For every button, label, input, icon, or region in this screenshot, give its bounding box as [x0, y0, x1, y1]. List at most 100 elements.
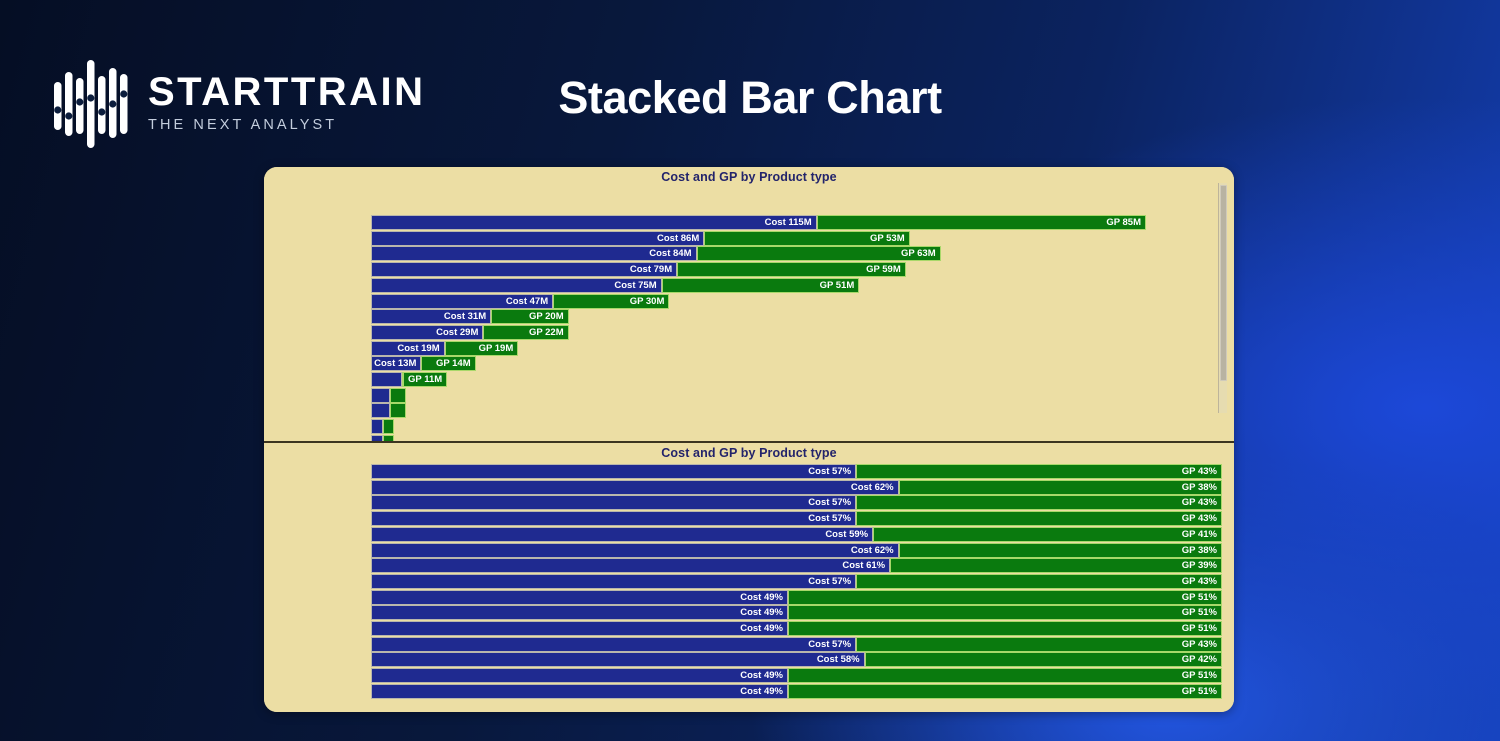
bar-stack[interactable]: Cost 62% GP 38%: [371, 479, 1222, 495]
bar-segment-cost[interactable]: Cost 59%: [371, 526, 874, 542]
bar-segment-gp[interactable]: GP 43%: [856, 636, 1222, 652]
bar-segment-gp[interactable]: GP 39%: [890, 558, 1222, 574]
bar-segment-gp[interactable]: GP 59M: [677, 262, 906, 278]
bar-stack[interactable]: Cost 49% GP 51%: [371, 668, 1222, 684]
chart-bar-row[interactable]: LaptopCost 57%GP 43%: [264, 511, 1234, 527]
bar-segment-cost[interactable]: Cost 62%: [371, 542, 899, 558]
bar-stack[interactable]: Cost 49% GP 51%: [371, 605, 1222, 621]
bar-stack[interactable]: Cost 79M GP 59M: [371, 262, 906, 278]
bar-segment-gp[interactable]: GP 51M: [661, 277, 860, 293]
bar-stack[interactable]: Cost 115M GP 85M: [371, 215, 1146, 230]
bar-segment-cost[interactable]: Cost 86M: [371, 230, 705, 246]
chart-bar-row[interactable]: IphoneCost 61%GP 39%: [264, 558, 1234, 574]
bar-segment-gp[interactable]: GP 85M: [816, 215, 1146, 230]
chart-bar-row[interactable]: ConsolesCost 57%GP 43%: [264, 495, 1234, 511]
bar-segment-gp[interactable]: GP 51%: [787, 589, 1222, 605]
bar-stack[interactable]: Cost 57% GP 43%: [371, 636, 1222, 652]
chart-bar-row[interactable]: DesktopCost 57%GP 43%: [264, 573, 1234, 589]
chart-bar-row[interactable]: Home DécorCost 49%GP 51%: [264, 605, 1234, 621]
bar-segment-gp[interactable]: [390, 387, 406, 403]
bar-segment-cost[interactable]: Cost 115M: [371, 215, 817, 230]
bar-stack[interactable]: Cost 59% GP 41%: [371, 526, 1222, 542]
bar-stack[interactable]: Cost 49% GP 51%: [371, 683, 1222, 699]
chart-bar-row[interactable]: Home ImprovementCost 49%GP 51%: [264, 668, 1234, 684]
bar-segment-cost[interactable]: [371, 403, 391, 419]
chart-bar-row[interactable]: AccessoriesCost 59%GP 41%: [264, 526, 1234, 542]
scrollbar-thumb[interactable]: [1220, 185, 1227, 381]
bar-segment-cost[interactable]: Cost 49%: [371, 668, 788, 684]
bar-segment-gp[interactable]: GP 51%: [787, 683, 1222, 699]
chart-bar-row[interactable]: ScreenCost 57%GP 43%: [264, 636, 1234, 652]
bar-stack[interactable]: Cost 57% GP 43%: [371, 495, 1222, 511]
bar-segment-cost[interactable]: Cost 19M: [371, 340, 445, 356]
bar-segment-cost[interactable]: Cost 58%: [371, 652, 865, 668]
bar-segment-cost[interactable]: [371, 372, 402, 387]
bar-segment-cost[interactable]: Cost 49%: [371, 589, 788, 605]
bar-segment-cost[interactable]: Cost 57%: [371, 511, 857, 527]
bar-segment-gp[interactable]: GP 43%: [856, 573, 1222, 589]
bar-stack[interactable]: Cost 57% GP 43%: [371, 511, 1222, 527]
bar-stack[interactable]: Cost 75M GP 51M: [371, 277, 860, 293]
bar-segment-gp[interactable]: GP 38%: [898, 542, 1222, 558]
bar-stack[interactable]: Cost 49% GP 51%: [371, 621, 1222, 636]
bar-segment-gp[interactable]: GP 22M: [483, 324, 569, 340]
bar-segment-cost[interactable]: Cost 57%: [371, 573, 857, 589]
bar-segment-cost[interactable]: Cost 13M: [371, 356, 422, 372]
bar-segment-gp[interactable]: GP 43%: [856, 464, 1222, 479]
bar-segment-gp[interactable]: GP 51%: [787, 668, 1222, 684]
bar-stack[interactable]: Cost 19M GP 19M: [371, 340, 519, 356]
bar-stack[interactable]: [371, 387, 406, 403]
bar-stack[interactable]: Cost 57% GP 43%: [371, 464, 1222, 479]
bar-segment-cost[interactable]: [371, 387, 391, 403]
bar-segment-gp[interactable]: GP 42%: [864, 652, 1222, 668]
bar-stack[interactable]: Cost 58% GP 42%: [371, 652, 1222, 668]
bar-segment-cost[interactable]: Cost 29M: [371, 324, 484, 340]
bar-segment-gp[interactable]: GP 41%: [873, 526, 1222, 542]
bar-stack[interactable]: Cost 49% GP 51%: [371, 589, 1222, 605]
bar-segment-gp[interactable]: GP 14M: [421, 356, 476, 372]
bar-stack[interactable]: GP 11M: [371, 372, 448, 387]
bar-segment-gp[interactable]: GP 43%: [856, 495, 1222, 511]
bar-stack[interactable]: [371, 419, 395, 435]
bar-segment-cost[interactable]: Cost 31M: [371, 309, 492, 325]
chart-bar-row[interactable]: KitchenCost 49%GP 51%: [264, 621, 1234, 636]
bar-segment-gp[interactable]: GP 51%: [787, 621, 1222, 636]
bar-segment-cost[interactable]: Cost 49%: [371, 605, 788, 621]
bar-segment-cost[interactable]: Cost 62%: [371, 479, 899, 495]
bar-stack[interactable]: Cost 84M GP 63M: [371, 246, 941, 262]
bar-segment-cost[interactable]: Cost 61%: [371, 558, 891, 574]
chart-bar-row[interactable]: HeadphoneCost 62%GP 38%: [264, 542, 1234, 558]
bar-stack[interactable]: Cost 47M GP 30M: [371, 293, 670, 309]
chart-bar-row[interactable]: GamesCost 57%GP 43%: [264, 464, 1234, 479]
bar-segment-gp[interactable]: GP 38%: [898, 479, 1222, 495]
bar-segment-cost[interactable]: Cost 84M: [371, 246, 697, 262]
bar-stack[interactable]: Cost 57% GP 43%: [371, 573, 1222, 589]
bar-segment-gp[interactable]: [390, 403, 406, 419]
bar-segment-gp[interactable]: GP 30M: [553, 293, 670, 309]
bar-segment-gp[interactable]: [382, 419, 395, 435]
bar-stack[interactable]: Cost 61% GP 39%: [371, 558, 1222, 574]
bar-segment-gp[interactable]: GP 51%: [787, 605, 1222, 621]
chart-bar-row[interactable]: KitchenGP 11M: [264, 372, 1234, 387]
chart-bar-row[interactable]: StorageCost 58%GP 42%: [264, 652, 1234, 668]
bar-segment-gp[interactable]: GP 63M: [696, 246, 941, 262]
chart-bar-row[interactable]: ebooksCost 49%GP 51%: [264, 683, 1234, 699]
chart-vertical-scrollbar[interactable]: [1218, 183, 1227, 413]
bar-segment-cost[interactable]: [371, 419, 383, 435]
bar-stack[interactable]: Cost 31M GP 20M: [371, 309, 569, 325]
bar-segment-cost[interactable]: Cost 75M: [371, 277, 662, 293]
bar-segment-gp[interactable]: GP 11M: [402, 372, 448, 387]
bar-segment-gp[interactable]: GP 20M: [491, 309, 569, 325]
bar-stack[interactable]: Cost 86M GP 53M: [371, 230, 910, 246]
bar-segment-cost[interactable]: Cost 49%: [371, 621, 788, 636]
bar-segment-cost[interactable]: Cost 57%: [371, 636, 857, 652]
chart-bar-row[interactable]: Home Improvement: [264, 419, 1234, 435]
